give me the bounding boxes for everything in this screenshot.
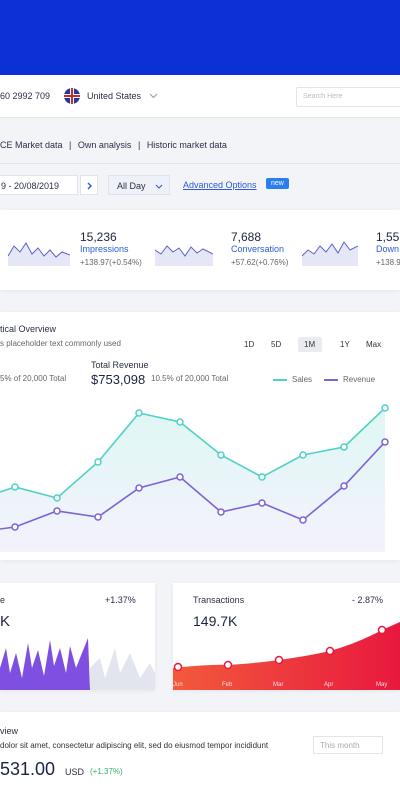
card-title: Transactions (193, 595, 245, 605)
next-button[interactable] (80, 175, 98, 195)
stat-value: 7,688 (231, 230, 262, 244)
top-banner (0, 0, 400, 75)
total-value: $753,098 (91, 372, 146, 387)
total-label: Total Revenue (91, 360, 149, 370)
range-button[interactable]: Max (366, 340, 382, 349)
legend-swatch (324, 379, 338, 381)
stat-change: +138.9 (376, 258, 400, 267)
stat-label: Impressions (80, 244, 129, 254)
nav-item[interactable]: Own analysis (77, 140, 132, 150)
revenue-card: e +1.37% K (0, 583, 155, 690)
month: May (376, 682, 388, 688)
nav-item[interactable]: Historic market data (146, 140, 227, 150)
range-button[interactable]: 1M (304, 340, 316, 349)
card-value: 149.7K (193, 613, 238, 629)
card-change: - 2.87% (352, 595, 384, 605)
left-share: 5% of 20,000 Total (0, 374, 67, 383)
stat-label: Down (376, 244, 400, 254)
summary-card: view dolor sit amet, consectetur adipisc… (0, 712, 400, 800)
month: Apr (324, 682, 334, 688)
card-value: K (0, 613, 11, 630)
advanced-options[interactable]: Advanced Options (183, 180, 257, 190)
summary-change: (+1.37%) (90, 767, 123, 776)
month: Feb (222, 682, 233, 688)
period-select[interactable]: All Day (108, 175, 170, 195)
nav: CE Market data | Own analysis | Historic… (0, 140, 227, 150)
overview-subtitle: s placeholder text commonly used (0, 339, 121, 348)
range-button[interactable]: 5D (271, 340, 282, 349)
flag (64, 88, 80, 104)
transactions-card: Transactions - 2.87% 149.7K Jun Feb Mar … (173, 583, 400, 690)
legend-swatch (273, 379, 287, 381)
stat-change: +138.97(+0.54%) (80, 258, 142, 267)
area-chart (173, 622, 400, 690)
stat-value: 15,236 (80, 230, 117, 244)
sparkline (302, 241, 358, 266)
period: All Day (117, 181, 146, 191)
phone: 60 2992 709 (0, 91, 51, 101)
search-box[interactable]: Search Here (296, 87, 400, 107)
range-button[interactable]: 1Y (340, 340, 350, 349)
overview-title: tical Overview (0, 324, 57, 334)
period-input[interactable]: This month (313, 736, 383, 754)
stat-label: Conversation (231, 244, 285, 254)
area-chart (0, 638, 155, 690)
card-title: e (0, 595, 6, 605)
sparkline (8, 242, 70, 266)
date-range: 9 - 20/08/2019 (1, 181, 60, 191)
currency: USD (65, 767, 85, 777)
overview-card: tical Overview s placeholder text common… (0, 312, 400, 560)
month: Jun (173, 682, 183, 688)
nav-sep: | (137, 140, 141, 150)
badge: new (266, 178, 289, 189)
total-share: 10.5% of 20,000 Total (151, 374, 229, 383)
range-button[interactable]: 1D (244, 340, 255, 349)
stat-value: 1,55 (376, 230, 400, 244)
card-change: +1.37% (105, 595, 136, 605)
date-box[interactable]: 9 - 20/08/2019 (0, 175, 78, 195)
legend-label: Sales (292, 375, 313, 384)
country[interactable]: United States (87, 91, 142, 101)
month: Mar (273, 682, 284, 688)
header-bar: 60 2992 709 United States Search Here (0, 75, 400, 118)
nav-item[interactable]: CE Market data (0, 140, 63, 150)
chevron (149, 93, 158, 99)
line-chart (0, 404, 389, 552)
period-placeholder: This month (320, 741, 360, 750)
summary-text: dolor sit amet, consectetur adipiscing e… (0, 741, 269, 750)
range-active (298, 337, 322, 352)
legend-label: Revenue (343, 375, 376, 384)
divider (0, 163, 400, 164)
stat-change: +57.62(+0.76%) (231, 258, 289, 267)
nav-sep: | (69, 140, 72, 150)
stats-card: 15,236 Impressions +138.97(+0.54%) 7,688… (0, 210, 400, 290)
summary-title: view (0, 726, 19, 736)
amount: 531.00 (0, 759, 56, 779)
search-placeholder: Search Here (303, 93, 343, 100)
sparkline (155, 245, 213, 266)
